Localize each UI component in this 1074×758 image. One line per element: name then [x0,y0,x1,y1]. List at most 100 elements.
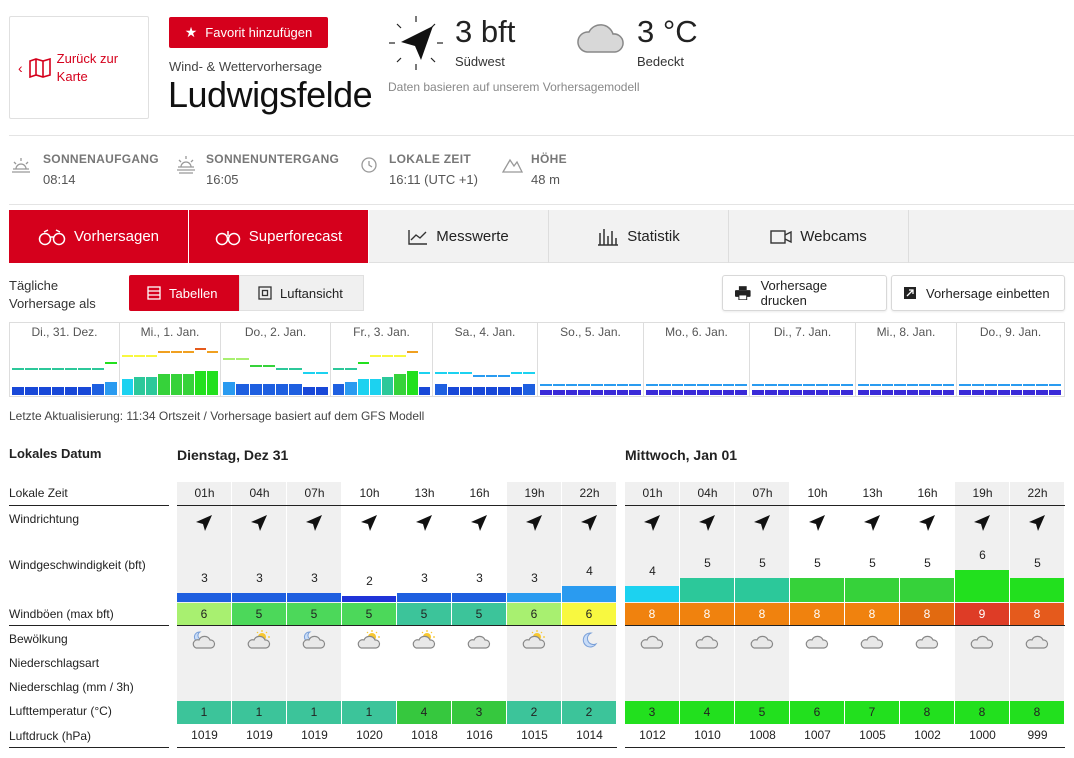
overview-day[interactable]: Sa., 4. Jan. [433,323,538,396]
pressure-value: 1020 [356,728,383,742]
temperature-cell: 8 [1010,701,1064,724]
wind-direction-icon [471,515,487,531]
wind-speed-bar [790,578,844,602]
overview-day[interactable]: Mo., 6. Jan. [644,323,750,396]
add-favorite-button[interactable]: ★ Favorit hinzufügen [169,17,328,48]
wind-gust-cell: 8 [845,603,899,625]
wind-speed-value: 5 [924,556,931,570]
wind-gust-cell: 8 [900,603,954,625]
wind-gust-cell: 9 [955,603,1009,625]
overview-day-label: Mo., 6. Jan. [665,325,728,339]
embed-forecast-button[interactable]: Vorhersage einbetten [891,275,1065,311]
overview-bar [815,390,828,395]
overview-bar [882,390,894,395]
wind-direction-icon [809,515,825,531]
wind-gust-cell: 6 [562,603,616,625]
overview-gust-mark [146,354,158,357]
overview-day[interactable]: Do., 9. Jan. [957,323,1064,396]
overview-bar [906,390,918,395]
wind-speed-bar [287,593,341,602]
row-divider [625,625,1065,626]
overview-bar [104,381,117,395]
row-divider [9,625,169,626]
hour-label: 22h [579,486,600,500]
overview-bar [709,390,722,395]
pressure-value: 1019 [246,728,273,742]
forecast-overview-strip[interactable]: Di., 31. Dez. Mi., 1. Jan. Do., 2. Jan. Fr.… [9,322,1065,397]
overview-bar [828,390,841,395]
overview-gust-mark [194,348,206,350]
ptype-row-label: Niederschlagsart [9,656,100,670]
temp-row-label: Lufttemperatur (°C) [9,704,112,718]
overview-bar [345,381,357,395]
overview-gust-mark [870,384,882,386]
overview-bar [930,390,942,395]
wind-direction-icon [864,515,880,531]
wind-gust-cell: 8 [1010,603,1064,625]
overview-bar [671,390,684,395]
overview-day[interactable]: Di., 7. Jan. [750,323,856,396]
overview-gust-mark [345,368,357,371]
overview-bar [790,390,802,395]
sun-cloud-icon [522,630,546,649]
back-label-1: Zurück zur [56,50,119,66]
tab-statistik[interactable]: Statistik [549,210,729,263]
column-shade [562,482,616,702]
overview-bar [646,390,658,395]
temperature-cell: 2 [562,701,616,724]
print-forecast-button[interactable]: Vorhersage drucken [722,275,887,311]
cloud-icon [970,635,994,649]
daily-label-1: Tägliche [9,278,59,293]
tab-superforecast[interactable]: Superforecast [189,210,369,263]
date-row-label: Lokales Datum [9,446,102,461]
overview-bar [418,387,430,395]
overview-bar [223,381,236,395]
overview-gust-mark [315,371,328,374]
overview-day[interactable]: Fr., 3. Jan. [331,323,433,396]
overview-bar [1023,390,1036,395]
overview-gust-mark [418,371,430,374]
overview-bar [262,384,275,395]
aerial-view-button[interactable]: Luftansicht [239,275,364,311]
overview-bar [394,374,406,395]
wind-direction-icon [416,515,432,531]
wind-direction-icon [644,515,660,531]
overview-gust-mark [942,384,954,386]
overview-gust-mark [1049,384,1061,386]
overview-bar [447,387,460,395]
tables-view-button[interactable]: Tabellen [129,275,239,311]
overview-gust-mark [540,384,552,386]
tab-vorhersagen[interactable]: Vorhersagen [9,210,189,263]
sun-cloud-icon [412,630,436,649]
overview-gust-mark [170,351,182,354]
sunrise-info: SONNENAUFGANG 08:14 [9,152,159,187]
wind-speed-value: 3 [201,571,208,585]
overview-bar [777,390,790,395]
overview-day[interactable]: So., 5. Jan. [538,323,644,396]
hour-label: 04h [697,486,718,500]
overview-day[interactable]: Di., 31. Dez. [10,323,120,396]
local-time-info: LOKALE ZEIT 16:11 (UTC +1) [359,152,478,187]
moon-icon [582,632,598,648]
hour-label: 07h [752,486,773,500]
pressure-value: 1002 [914,728,941,742]
tab-webcams[interactable]: Webcams [729,210,909,263]
overview-bar [134,376,146,395]
overview-gust-mark [104,361,117,364]
hour-label: 07h [304,486,325,500]
overview-bar [959,390,971,395]
overview-day[interactable]: Mi., 1. Jan. [120,323,221,396]
overview-bar [510,387,523,395]
hour-label: 19h [524,486,545,500]
back-to-map-button[interactable]: ‹ Zurück zur Karte [9,16,149,119]
temperature-cell: 4 [397,701,451,724]
tab-messwerte[interactable]: Messwerte [369,210,549,263]
overview-bar [38,387,51,395]
overview-day[interactable]: Do., 2. Jan. [221,323,331,396]
binoculars-icon [215,230,241,245]
overview-gust-mark [764,384,777,386]
chart-line-icon [408,229,428,245]
overview-day[interactable]: Mi., 8. Jan. [856,323,957,396]
overview-day-label: Sa., 4. Jan. [454,325,516,339]
overview-gust-mark [552,384,565,386]
